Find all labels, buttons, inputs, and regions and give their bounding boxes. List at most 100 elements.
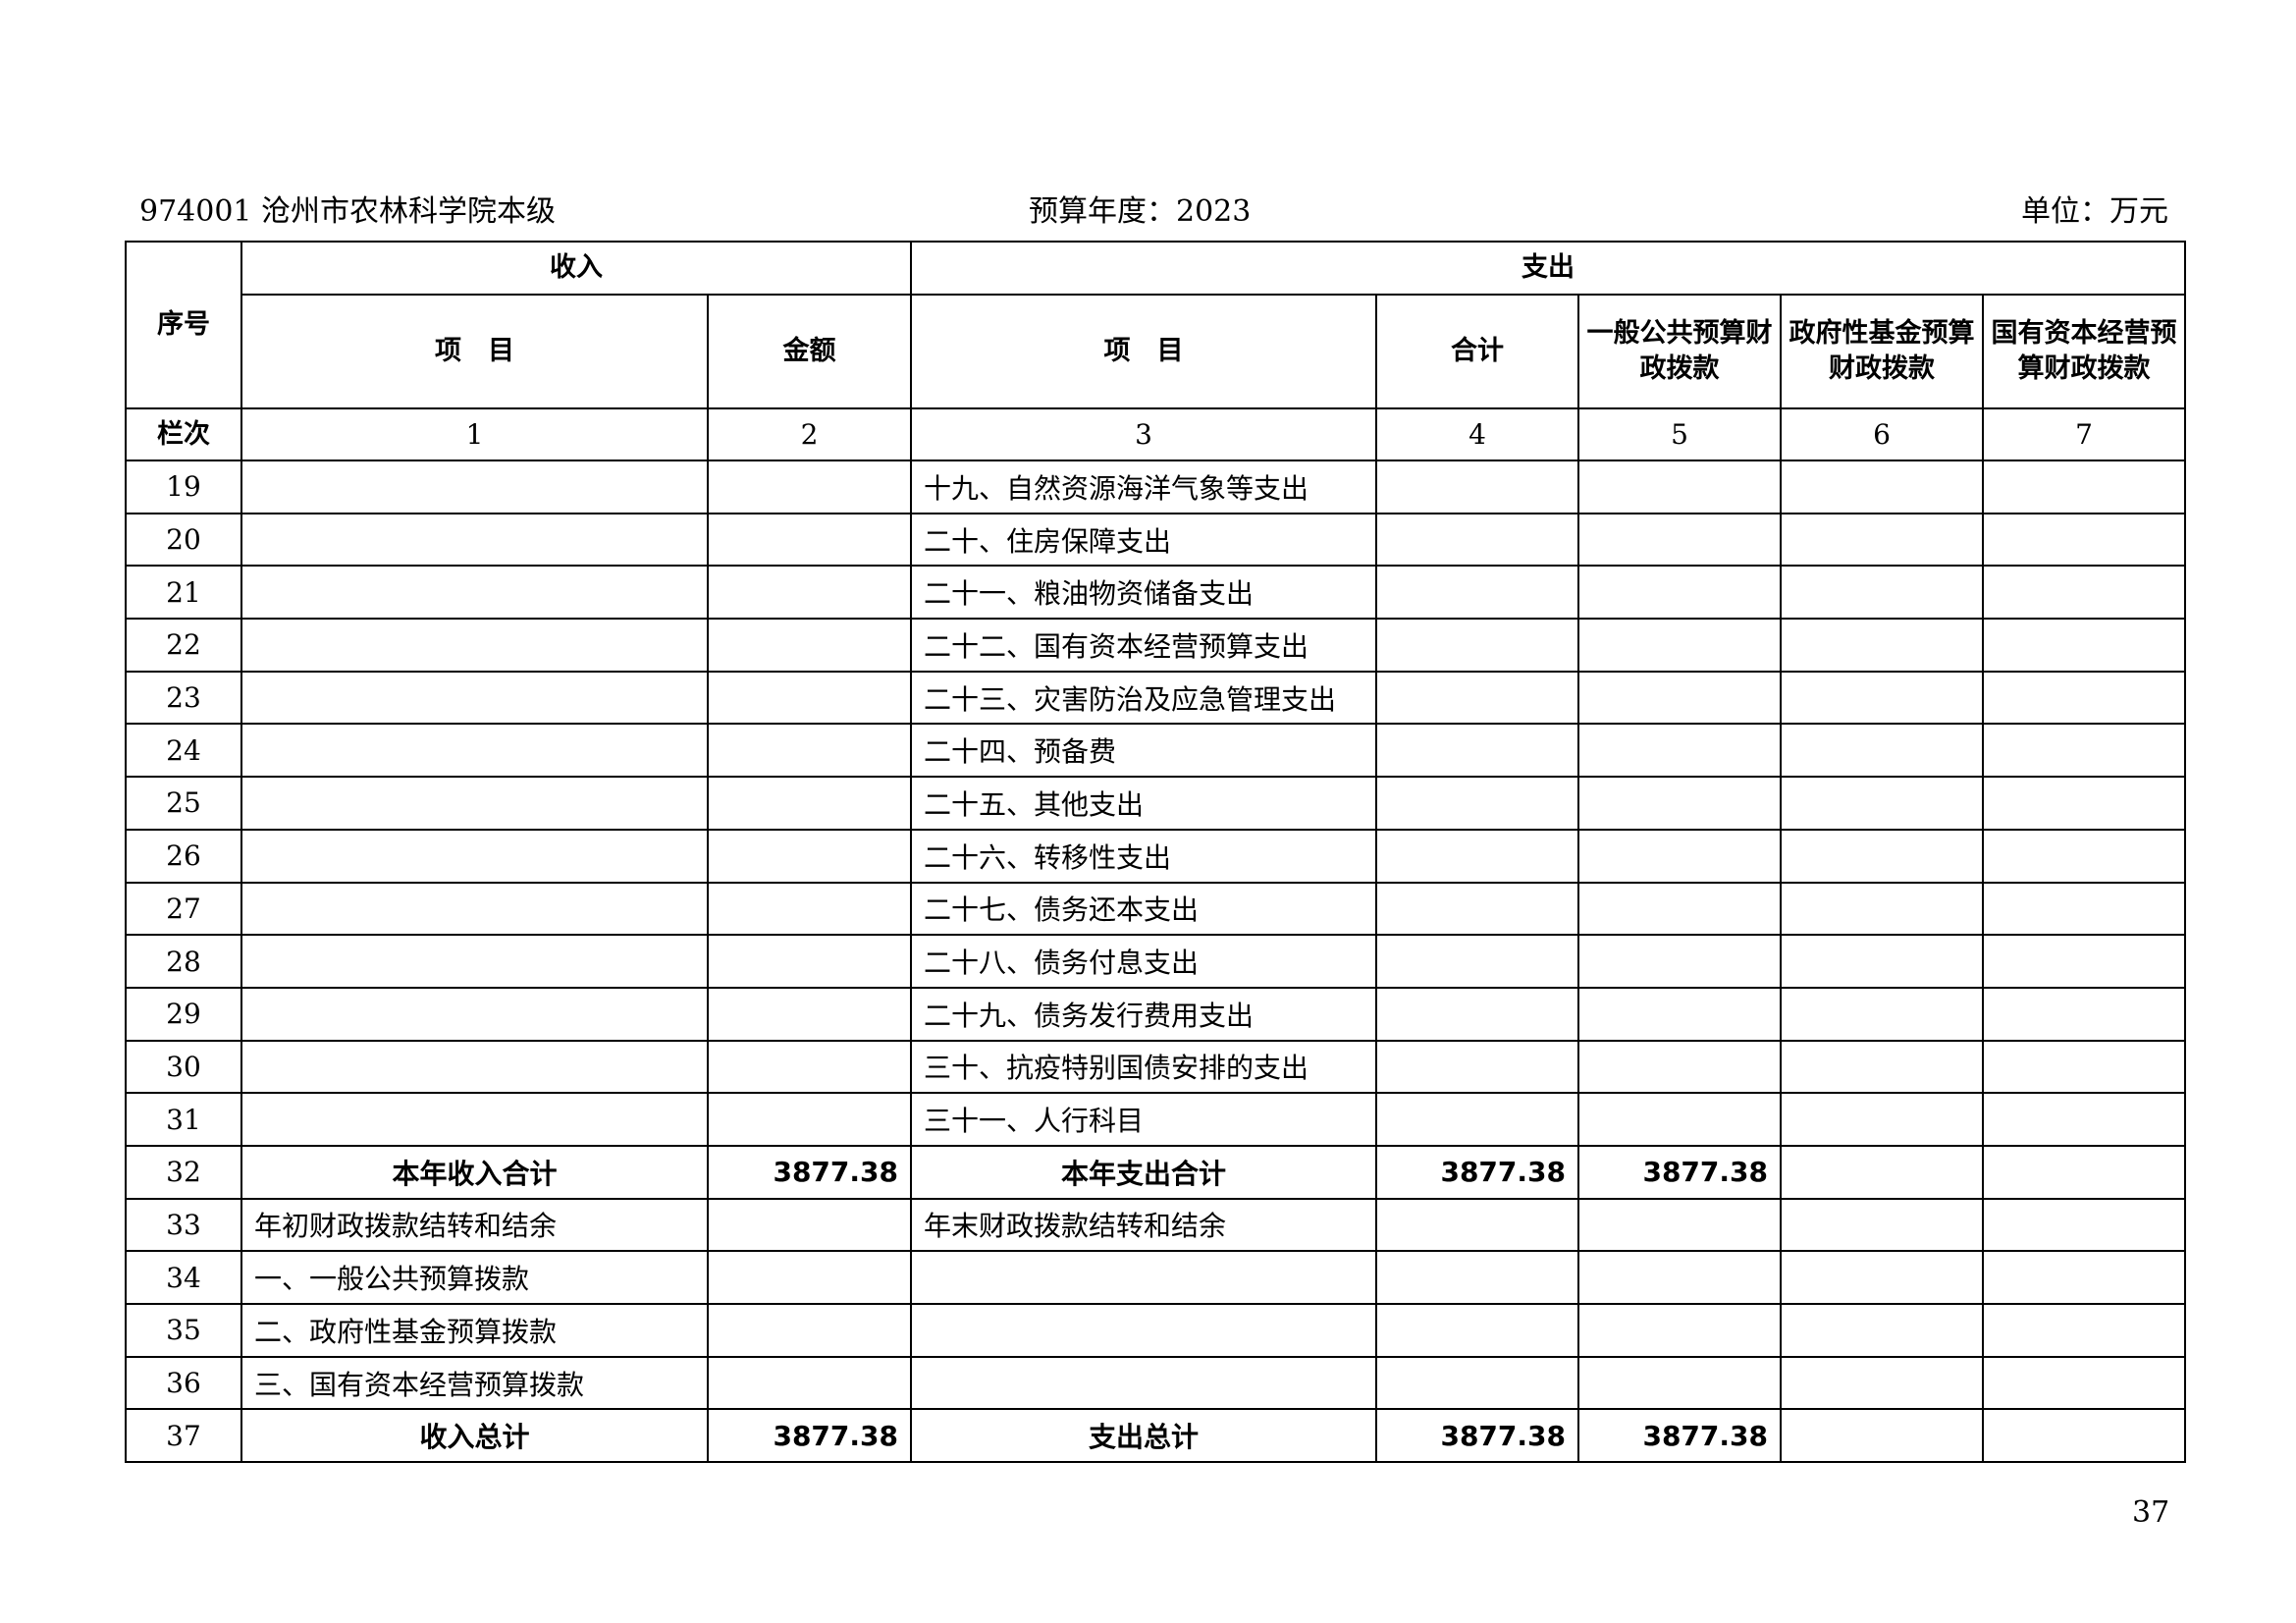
- fund-budget-cell: [1780, 828, 1984, 884]
- fund-budget-cell: [1780, 460, 1984, 514]
- state-capital-cell: [1981, 1408, 2187, 1464]
- header-fund-budget: 政府性基金预算财政拨款: [1780, 294, 1984, 409]
- state-capital-cell: [1981, 565, 2187, 621]
- income-amount-cell: [707, 1250, 912, 1305]
- seq-cell: 35: [125, 1303, 242, 1358]
- state-capital-cell: [1981, 512, 2187, 568]
- general-budget-cell: [1577, 1197, 1782, 1253]
- income-item-cell: 二、政府性基金预算拨款: [240, 1303, 709, 1358]
- expense-item-cell: [910, 1355, 1377, 1411]
- state-capital-cell: [1981, 723, 2187, 779]
- table-row: 21 二十一、粮油物资储备支出: [125, 565, 2187, 621]
- header-income-item: 项 目: [240, 294, 709, 409]
- total-cell: 3877.38: [1375, 1408, 1579, 1464]
- page-number: 37: [2132, 1495, 2170, 1530]
- table-row: 23 二十三、灾害防治及应急管理支出: [125, 670, 2187, 726]
- column-number: 3: [910, 407, 1377, 461]
- seq-cell: 26: [125, 828, 242, 884]
- table-row: 35 二、政府性基金预算拨款: [125, 1303, 2187, 1358]
- expense-item-cell: 三十一、人行科目: [910, 1092, 1377, 1147]
- header-total: 合计: [1375, 294, 1579, 409]
- budget-table: 序号 收入 支出 项 目 金额 项 目 合计 一般公共预算财政拨款 政府性基金预…: [125, 241, 2187, 1464]
- expense-item-cell: 十九、自然资源海洋气象等支出: [910, 460, 1377, 514]
- state-capital-cell: [1981, 670, 2187, 726]
- total-cell: [1375, 776, 1579, 831]
- column-number: 1: [240, 407, 709, 461]
- expense-item-cell: 二十六、转移性支出: [910, 828, 1377, 884]
- total-cell: [1375, 1197, 1579, 1253]
- seq-cell: 31: [125, 1092, 242, 1147]
- seq-cell: 24: [125, 723, 242, 779]
- seq-cell: 32: [125, 1144, 242, 1200]
- general-budget-cell: [1577, 986, 1782, 1042]
- fund-budget-cell: [1780, 1303, 1984, 1358]
- total-cell: [1375, 828, 1579, 884]
- seq-cell: 30: [125, 1039, 242, 1095]
- table-row: 26 二十六、转移性支出: [125, 828, 2187, 884]
- expense-item-cell: 三十、抗疫特别国债安排的支出: [910, 1039, 1377, 1095]
- general-budget-cell: 3877.38: [1577, 1144, 1782, 1200]
- income-item-cell: [240, 986, 709, 1042]
- income-item-cell: [240, 828, 709, 884]
- fund-budget-cell: [1780, 723, 1984, 779]
- expense-item-cell: 二十一、粮油物资储备支出: [910, 565, 1377, 621]
- seq-cell: 23: [125, 670, 242, 726]
- state-capital-cell: [1981, 1039, 2187, 1095]
- state-capital-cell: [1981, 460, 2187, 514]
- column-number-label: 栏次: [125, 407, 242, 461]
- income-amount-cell: [707, 1197, 912, 1253]
- general-budget-cell: [1577, 881, 1782, 937]
- expense-item-cell: 二十五、其他支出: [910, 776, 1377, 831]
- column-number: 5: [1577, 407, 1782, 461]
- table-row: 28 二十八、债务付息支出: [125, 934, 2187, 989]
- general-budget-cell: [1577, 618, 1782, 673]
- general-budget-cell: [1577, 828, 1782, 884]
- fund-budget-cell: [1780, 512, 1984, 568]
- table-row: 37 收入总计 3877.38 支出总计 3877.38 3877.38: [125, 1408, 2187, 1464]
- total-cell: [1375, 1250, 1579, 1305]
- income-amount-cell: [707, 934, 912, 989]
- income-item-cell: 一、一般公共预算拨款: [240, 1250, 709, 1305]
- general-budget-cell: [1577, 670, 1782, 726]
- income-amount-cell: 3877.38: [707, 1408, 912, 1464]
- fund-budget-cell: [1780, 1250, 1984, 1305]
- total-cell: [1375, 1355, 1579, 1411]
- expense-item-cell: 二十四、预备费: [910, 723, 1377, 779]
- income-amount-cell: [707, 565, 912, 621]
- state-capital-cell: [1981, 776, 2187, 831]
- header-general-budget: 一般公共预算财政拨款: [1577, 294, 1782, 409]
- total-cell: [1375, 618, 1579, 673]
- state-capital-cell: [1981, 1197, 2187, 1253]
- table-row: 31 三十一、人行科目: [125, 1092, 2187, 1147]
- header-income: 收入: [240, 241, 912, 296]
- general-budget-cell: [1577, 776, 1782, 831]
- income-item-cell: 三、国有资本经营预算拨款: [240, 1355, 709, 1411]
- state-capital-cell: [1981, 1355, 2187, 1411]
- header-expense-item: 项 目: [910, 294, 1377, 409]
- income-item-cell: 收入总计: [240, 1408, 709, 1464]
- income-item-cell: [240, 1092, 709, 1147]
- income-amount-cell: [707, 986, 912, 1042]
- expense-item-cell: 二十七、债务还本支出: [910, 881, 1377, 937]
- table-row: 20 二十、住房保障支出: [125, 512, 2187, 568]
- column-number: 7: [1981, 407, 2187, 461]
- table-row: 36 三、国有资本经营预算拨款: [125, 1355, 2187, 1411]
- income-item-cell: 本年收入合计: [240, 1144, 709, 1200]
- total-cell: [1375, 512, 1579, 568]
- fund-budget-cell: [1780, 1092, 1984, 1147]
- expense-item-cell: 二十、住房保障支出: [910, 512, 1377, 568]
- column-number: 2: [707, 407, 912, 461]
- total-cell: [1375, 1303, 1579, 1358]
- seq-cell: 34: [125, 1250, 242, 1305]
- total-cell: [1375, 934, 1579, 989]
- expense-item-cell: 二十九、债务发行费用支出: [910, 986, 1377, 1042]
- income-amount-cell: [707, 723, 912, 779]
- income-amount-cell: [707, 512, 912, 568]
- table-row: 24 二十四、预备费: [125, 723, 2187, 779]
- state-capital-cell: [1981, 828, 2187, 884]
- fund-budget-cell: [1780, 986, 1984, 1042]
- income-amount-cell: [707, 1039, 912, 1095]
- seq-cell: 21: [125, 565, 242, 621]
- header-seq: 序号: [125, 241, 242, 409]
- table-row: 33 年初财政拨款结转和结余 年末财政拨款结转和结余: [125, 1197, 2187, 1253]
